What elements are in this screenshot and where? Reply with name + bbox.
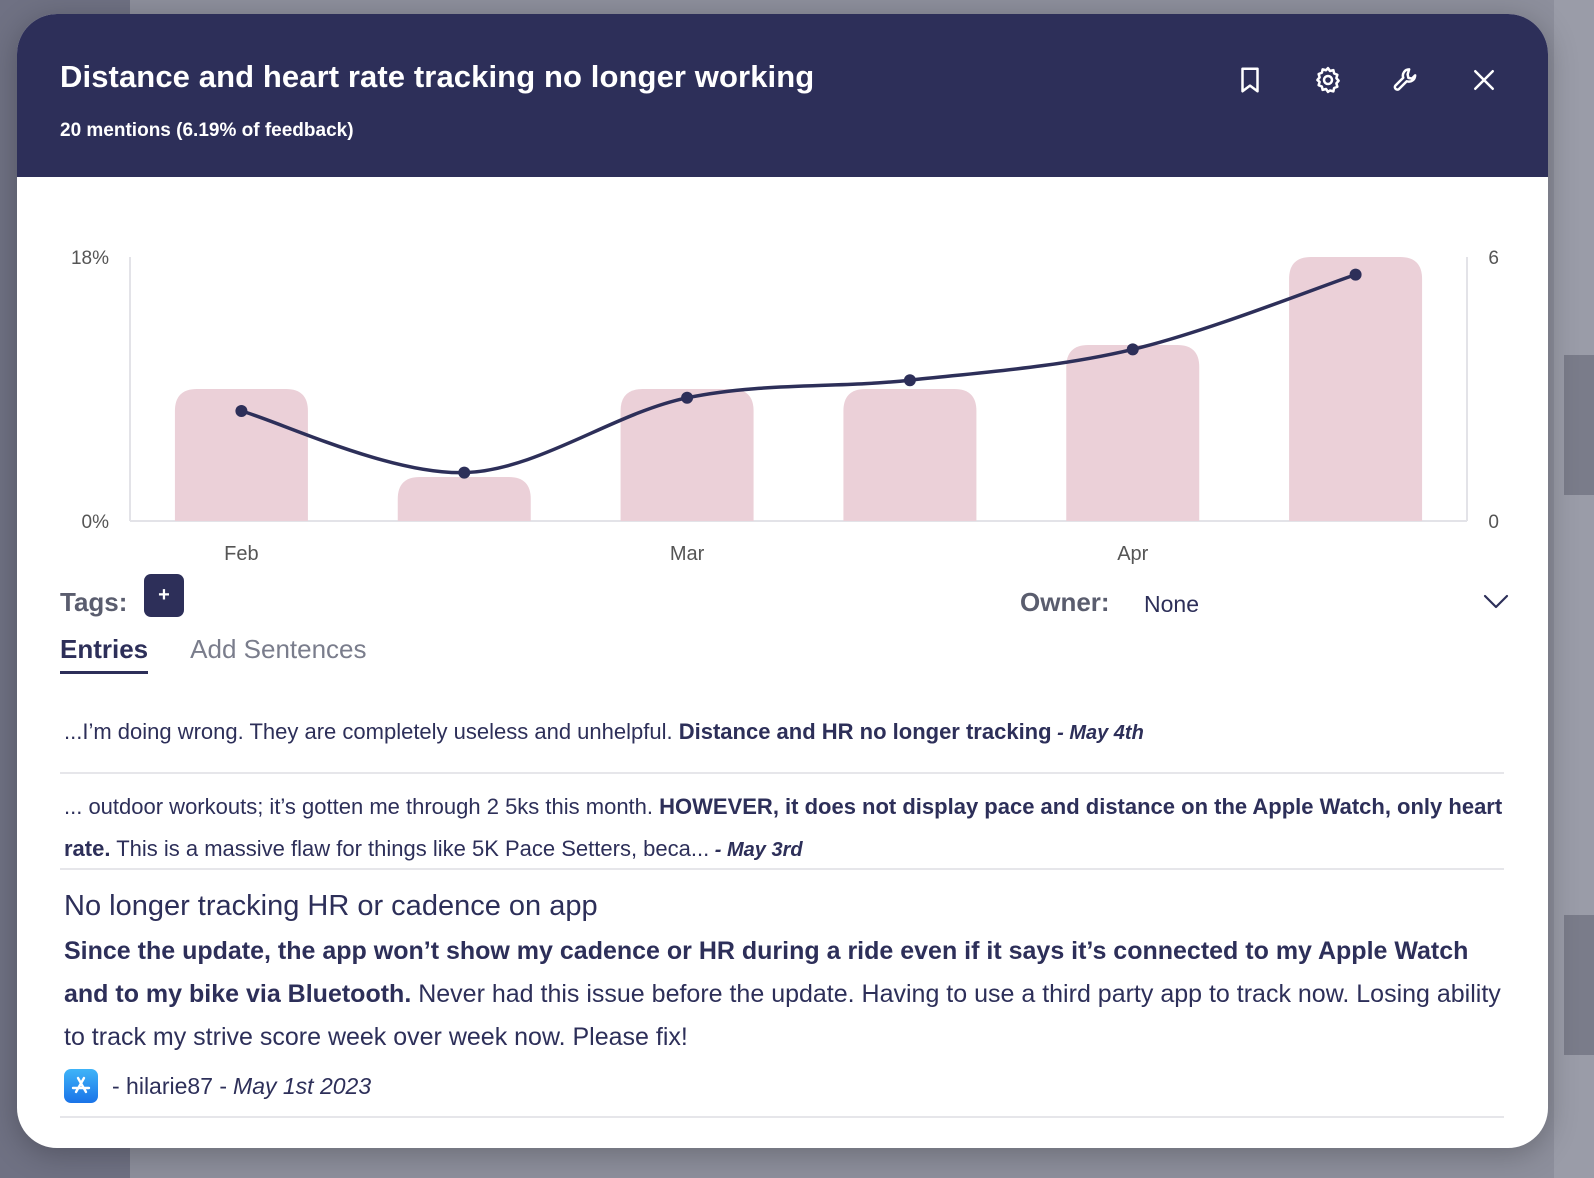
entries-tabs: Entries Add Sentences — [60, 634, 367, 674]
chart-bar — [620, 389, 754, 521]
wrench-icon — [1393, 68, 1417, 91]
mentions-count: 20 mentions (6.19% of feedback) — [60, 120, 354, 141]
theme-detail-modal: Distance and heart rate tracking no long… — [17, 14, 1548, 1148]
owner-value: None — [1144, 591, 1199, 617]
right-axis-max-label: 6 — [1488, 248, 1499, 269]
list-item[interactable]: ... outdoor workouts; it’s gotten me thr… — [60, 774, 1504, 870]
entries-list: ...I’m doing wrong. They are completely … — [60, 704, 1504, 1118]
entry-text: ...I’m doing wrong. They are completely … — [60, 716, 1504, 749]
tab-add-sentences[interactable]: Add Sentences — [190, 634, 367, 664]
entry-suffix: This is a massive flaw for things like 5… — [110, 836, 710, 861]
review-date: May 1st 2023 — [233, 1072, 372, 1099]
close-icon — [1474, 70, 1494, 90]
trend-line — [240, 272, 1357, 475]
entry-date: - May 3rd — [709, 839, 803, 861]
trend-point — [903, 374, 916, 387]
x-tick-label: Apr — [1117, 543, 1148, 565]
add-tag-button[interactable]: + — [144, 574, 184, 617]
modal-header: Distance and heart rate tracking no long… — [17, 14, 1548, 177]
x-tick-label: Mar — [670, 543, 705, 565]
review-meta: - hilarie87 - May 1st 2023 — [60, 1069, 1504, 1103]
list-item[interactable]: ...I’m doing wrong. They are completely … — [60, 704, 1504, 774]
tags-owner-row: Tags: + Owner: None — [60, 574, 1510, 624]
owner-dropdown[interactable]: None — [1144, 574, 1510, 624]
chart-bar — [1289, 257, 1423, 521]
entry-text: ... outdoor workouts; it’s gotten me thr… — [60, 786, 1504, 871]
chart-bar — [397, 477, 531, 521]
left-axis-min-label: 0% — [82, 512, 110, 533]
chart-bar — [843, 389, 977, 521]
gear-icon — [1316, 66, 1340, 94]
chart-svg: 18% 0% 6 0 Feb Mar Apr — [71, 248, 1499, 565]
trend-point — [681, 391, 694, 404]
entry-highlight: Distance and HR no longer tracking — [678, 719, 1052, 744]
modal-title: Distance and heart rate tracking no long… — [60, 59, 815, 94]
entry-date: - May 4th — [1051, 722, 1144, 744]
close-button[interactable] — [1464, 60, 1504, 100]
tools-button[interactable] — [1386, 60, 1426, 100]
trend-point — [235, 405, 248, 417]
x-tick-label: Feb — [224, 543, 258, 565]
owner-label: Owner: — [1020, 587, 1110, 617]
review-author: - hilarie87 - — [112, 1072, 228, 1099]
chevron-down-icon — [1482, 591, 1510, 616]
review-title: No longer tracking HR or cadence on app — [64, 890, 598, 922]
chart-bar — [1066, 345, 1200, 521]
bookmark-button[interactable] — [1230, 60, 1270, 100]
entry-prefix: ... outdoor workouts; it’s gotten me thr… — [64, 794, 660, 819]
left-axis-max-label: 18% — [71, 248, 109, 269]
entry-highlight: HOWEVER, it does not display pace and di… — [64, 794, 1503, 861]
tags-label: Tags: — [60, 587, 128, 617]
review-body: Since the update, the app won’t show my … — [60, 930, 1504, 1059]
trend-point — [458, 466, 471, 479]
trend-point — [1126, 343, 1139, 356]
entry-highlight: Since the update, the app won’t show my … — [64, 937, 1469, 1008]
bookmark-icon — [1241, 67, 1259, 93]
entry-prefix: ...I’m doing wrong. They are completely … — [64, 719, 679, 744]
right-axis-min-label: 0 — [1488, 512, 1499, 533]
entry-suffix: Never had this issue before the update. … — [64, 980, 1501, 1051]
app-store-icon — [64, 1069, 98, 1103]
list-item[interactable]: No longer tracking HR or cadence on app … — [60, 870, 1504, 1118]
mentions-chart: 18% 0% 6 0 Feb Mar Apr — [17, 177, 1548, 577]
header-actions — [1230, 60, 1504, 100]
tab-entries[interactable]: Entries — [60, 634, 149, 674]
trend-point — [1349, 268, 1362, 281]
settings-button[interactable] — [1308, 60, 1348, 100]
background-panel — [1564, 355, 1594, 495]
background-panel — [1564, 915, 1594, 1055]
